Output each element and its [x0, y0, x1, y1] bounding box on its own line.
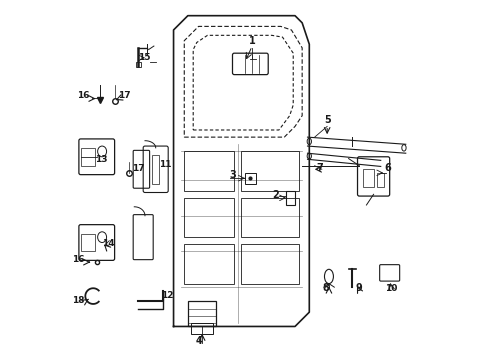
Text: 1: 1	[249, 36, 255, 46]
Text: 9: 9	[356, 283, 363, 293]
Bar	[136, 62, 142, 67]
Bar	[245, 173, 256, 184]
Bar	[152, 155, 159, 184]
Text: 17: 17	[132, 164, 145, 173]
Bar	[184, 152, 234, 191]
Bar	[363, 169, 373, 187]
Text: 6: 6	[384, 163, 391, 173]
Text: 16: 16	[77, 91, 90, 100]
Text: 17: 17	[118, 91, 131, 100]
Bar	[184, 198, 234, 237]
Bar	[242, 198, 298, 237]
Bar	[286, 191, 295, 205]
Bar	[242, 244, 298, 284]
Text: 5: 5	[324, 115, 331, 125]
Text: 15: 15	[138, 53, 150, 62]
Bar	[377, 173, 384, 187]
Text: 7: 7	[317, 163, 323, 173]
Text: 16: 16	[72, 255, 84, 264]
Text: 3: 3	[229, 170, 236, 180]
Text: 2: 2	[272, 190, 278, 200]
Text: 14: 14	[102, 239, 115, 248]
Text: 12: 12	[161, 291, 173, 300]
Text: 10: 10	[385, 284, 398, 293]
Bar	[192, 323, 213, 334]
Bar	[81, 148, 95, 166]
Text: 8: 8	[322, 283, 329, 293]
Bar	[81, 234, 95, 251]
Bar	[188, 301, 217, 327]
Text: 4: 4	[195, 336, 202, 346]
Bar	[242, 152, 298, 191]
Bar	[184, 244, 234, 284]
Text: 11: 11	[159, 161, 172, 170]
Text: 13: 13	[95, 155, 107, 164]
Text: 18: 18	[72, 296, 84, 305]
